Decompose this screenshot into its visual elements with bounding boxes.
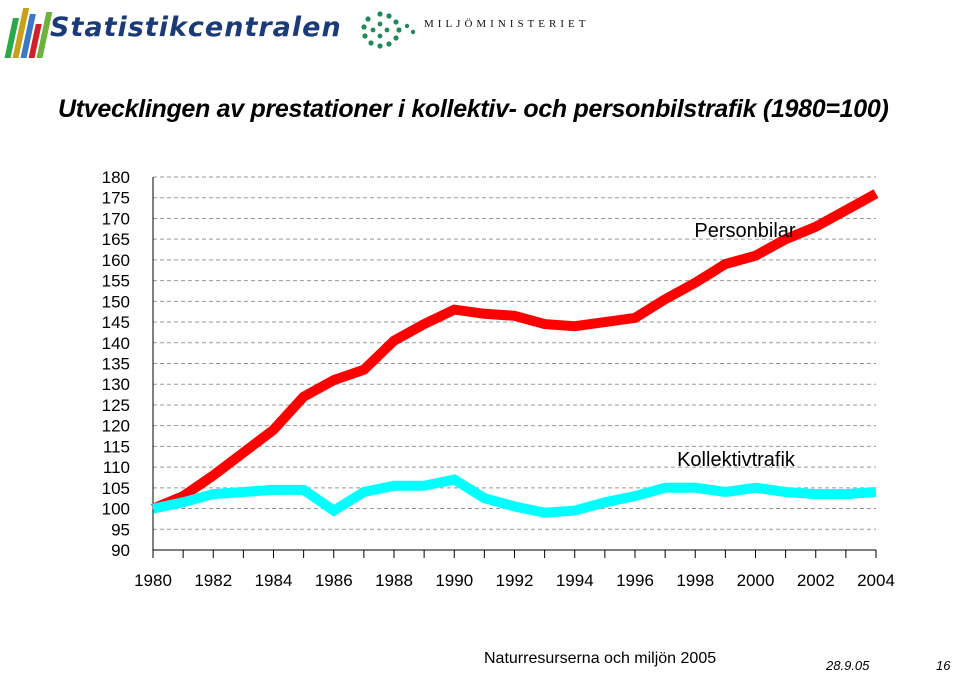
x-tick-label: 1998 xyxy=(676,571,714,590)
y-axis-ticks: 1801751701651601551501451401351301251201… xyxy=(102,168,130,560)
series-label-kollektivtrafik: Kollektivtrafik xyxy=(677,449,796,471)
ministry-logo-icon xyxy=(361,11,416,49)
statistikcentralen-logo-icon xyxy=(4,8,53,58)
footer-source: Naturresurserna och miljön 2005 xyxy=(484,650,717,667)
y-tick-label: 150 xyxy=(102,292,130,311)
chart-series xyxy=(151,189,879,518)
series-line-personbilar xyxy=(151,189,879,514)
x-tick-label: 2004 xyxy=(857,571,895,590)
x-tick-label: 1982 xyxy=(194,571,232,590)
footer-page-number: 16 xyxy=(936,658,951,673)
y-tick-label: 135 xyxy=(102,355,130,374)
footer-date: 28.9.05 xyxy=(826,658,870,673)
y-tick-label: 130 xyxy=(102,375,130,394)
y-tick-label: 105 xyxy=(102,479,130,498)
y-tick-label: 95 xyxy=(111,520,130,539)
y-tick-label: 175 xyxy=(102,189,130,208)
y-tick-label: 180 xyxy=(102,168,130,187)
page-header: Statistikcentralen MILJÖMINISTERIET xyxy=(0,0,959,70)
series-labels: Personbilar Kollektivtrafik xyxy=(677,220,796,471)
y-tick-label: 125 xyxy=(102,396,130,415)
series-line-kollektivtrafik xyxy=(151,474,877,518)
chart-title: Utvecklingen av prestationer i kollektiv… xyxy=(58,95,889,123)
org-name: Statistikcentralen xyxy=(50,12,342,43)
x-axis-ticks: 1980 1982 1984 1986 1988 1990 1992 1994 1996 1998… xyxy=(134,550,895,590)
y-tick-label: 90 xyxy=(111,541,130,560)
x-tick-label: 1984 xyxy=(255,571,293,590)
line-chart: 1801751701651601551501451401351301251201… xyxy=(102,168,895,590)
x-tick-label: 1996 xyxy=(616,571,654,590)
y-tick-label: 110 xyxy=(103,458,130,477)
y-tick-label: 120 xyxy=(102,417,130,436)
x-tick-label: 1980 xyxy=(134,571,172,590)
y-tick-label: 100 xyxy=(102,500,130,519)
chart-gridlines xyxy=(153,176,876,530)
y-tick-label: 165 xyxy=(102,230,130,249)
y-tick-label: 170 xyxy=(102,209,130,228)
x-tick-label: 1986 xyxy=(315,571,353,590)
x-tick-label: 1992 xyxy=(496,571,534,590)
ministry-name: MILJÖMINISTERIET xyxy=(424,18,590,30)
y-tick-label: 145 xyxy=(102,313,130,332)
x-tick-label: 2002 xyxy=(797,571,835,590)
x-tick-label: 2000 xyxy=(737,571,775,590)
x-tick-label: 1990 xyxy=(435,571,473,590)
x-tick-label: 1988 xyxy=(375,571,413,590)
y-tick-label: 140 xyxy=(102,334,130,353)
y-tick-label: 155 xyxy=(102,272,130,291)
x-tick-label: 1994 xyxy=(556,571,594,590)
series-label-personbilar: Personbilar xyxy=(694,220,796,242)
y-tick-label: 160 xyxy=(102,251,130,270)
y-tick-label: 115 xyxy=(103,437,130,456)
